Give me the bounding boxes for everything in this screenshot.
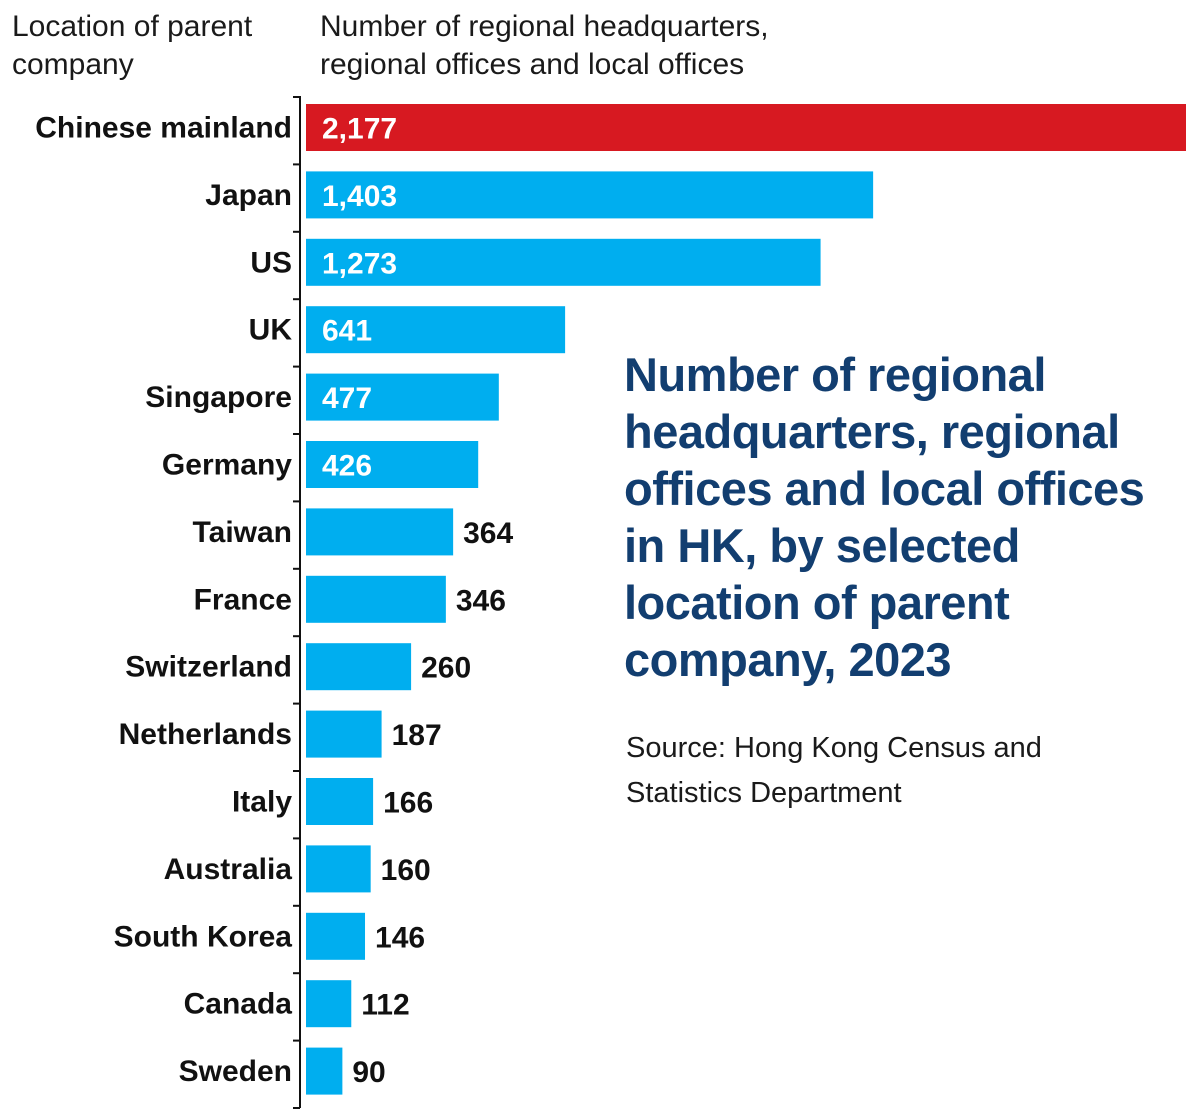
bar-australia	[306, 845, 371, 893]
bar-italy	[306, 778, 374, 825]
value-label: 477	[322, 382, 372, 415]
bar-france	[306, 575, 446, 623]
category-label: UK	[249, 314, 293, 347]
category-label: Japan	[205, 179, 292, 212]
bar-chinese-mainland	[306, 104, 1186, 151]
category-label: Germany	[162, 449, 292, 482]
value-label: 187	[392, 719, 442, 752]
category-label: France	[194, 583, 292, 616]
category-label: Italy	[232, 786, 292, 819]
category-label: Sweden	[179, 1055, 292, 1088]
category-label: Singapore	[145, 381, 292, 414]
value-label: 112	[361, 989, 409, 1022]
chart-title: Number of regional headquarters, regiona…	[624, 348, 1145, 686]
bar-singapore	[306, 373, 499, 421]
bar-canada	[306, 980, 352, 1028]
value-label: 426	[322, 450, 372, 483]
bar-japan	[306, 171, 874, 219]
bar-south-korea	[306, 912, 366, 960]
value-label: 346	[456, 584, 506, 617]
bar-taiwan	[306, 508, 454, 556]
value-label: 160	[381, 854, 431, 887]
value-label: 1,403	[322, 180, 397, 213]
bar-netherlands	[306, 710, 382, 758]
value-label: 1,273	[322, 247, 397, 280]
source-note: Source: Hong Kong Census and Statistics …	[626, 732, 1042, 809]
value-label: 260	[421, 652, 471, 685]
value-axis-header: Number of regional headquarters, regiona…	[320, 10, 769, 81]
category-label: Netherlands	[119, 718, 292, 751]
category-label: South Korea	[114, 920, 293, 953]
value-label: 90	[352, 1056, 385, 1089]
bar-switzerland	[306, 643, 412, 691]
bar-us	[306, 238, 821, 286]
bar-sweden	[306, 1047, 343, 1095]
category-axis-header: Location of parent company	[12, 10, 253, 81]
value-label: 641	[322, 315, 372, 348]
category-label: Taiwan	[193, 516, 292, 549]
value-label: 364	[463, 517, 513, 550]
value-label: 2,177	[322, 113, 397, 146]
bar-uk	[306, 306, 566, 354]
value-label: 166	[383, 787, 433, 820]
value-label: 146	[375, 921, 425, 954]
bar-germany	[306, 441, 479, 488]
category-label: US	[250, 246, 292, 279]
category-label: Australia	[164, 853, 293, 886]
category-label: Switzerland	[125, 651, 292, 684]
category-label: Canada	[184, 988, 293, 1021]
category-label: Chinese mainland	[35, 112, 292, 145]
